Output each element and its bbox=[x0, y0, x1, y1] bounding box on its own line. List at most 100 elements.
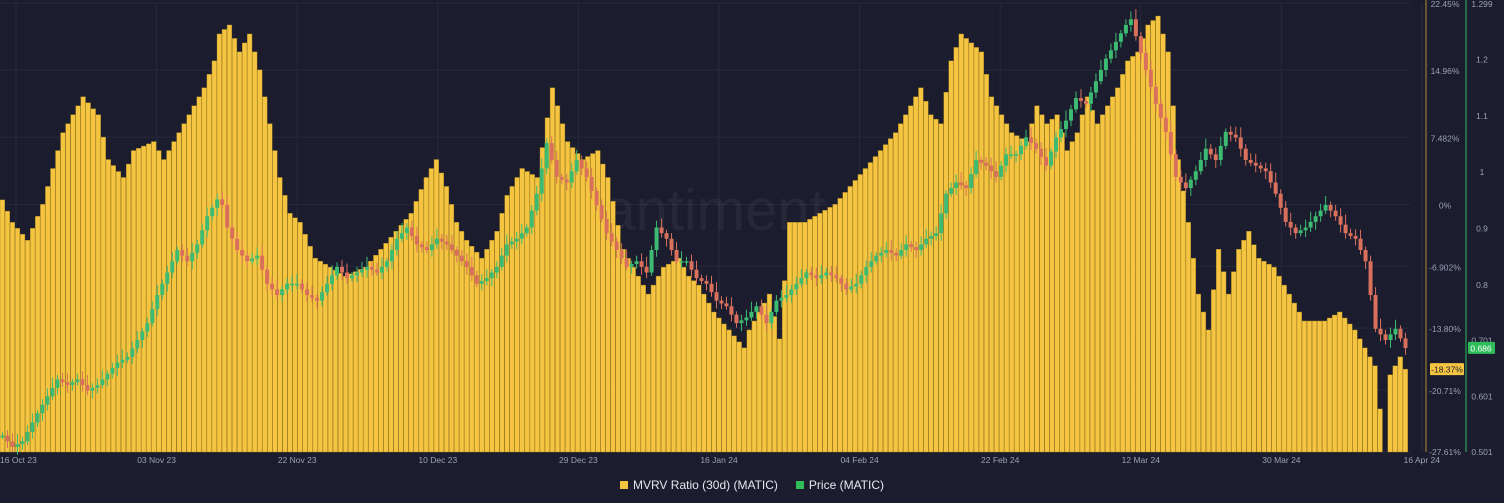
x-tick-label: 16 Oct 23 bbox=[0, 455, 37, 465]
mvrv-bar bbox=[358, 269, 364, 453]
mvrv-bar bbox=[645, 293, 651, 453]
mvrv-bar bbox=[671, 260, 677, 453]
price-candle bbox=[589, 176, 594, 191]
price-candle bbox=[130, 348, 135, 357]
price-candle bbox=[1039, 148, 1044, 158]
mvrv-bar bbox=[893, 132, 899, 453]
price-candle bbox=[769, 311, 774, 324]
price-candle bbox=[394, 238, 399, 250]
price-candle bbox=[145, 323, 150, 332]
price-candle bbox=[389, 250, 394, 262]
mvrv-bar bbox=[1125, 60, 1131, 453]
price-tick-label: 1.2 bbox=[1476, 55, 1488, 65]
mvrv-bar bbox=[514, 177, 520, 453]
mvrv-bar bbox=[80, 96, 86, 453]
mvrv-bar bbox=[14, 228, 21, 453]
mvrv-bar bbox=[802, 222, 808, 453]
mvrv-bar bbox=[1357, 338, 1363, 453]
mvrv-bar bbox=[812, 216, 818, 453]
price-candle bbox=[869, 261, 874, 267]
mvrv-bar bbox=[872, 156, 879, 453]
price-candle bbox=[479, 280, 484, 284]
mvrv-bar bbox=[287, 213, 293, 453]
price-candle bbox=[719, 300, 724, 304]
price-candle bbox=[250, 258, 255, 262]
price-candle bbox=[654, 227, 659, 251]
price-candle bbox=[1243, 148, 1248, 160]
mvrv-bar bbox=[953, 47, 959, 453]
mvrv-bar bbox=[459, 231, 465, 453]
x-tick-label: 03 Nov 23 bbox=[137, 455, 176, 465]
mvrv-bar bbox=[373, 254, 379, 453]
price-candle bbox=[964, 185, 969, 189]
price-candle bbox=[884, 250, 889, 253]
price-candle bbox=[1178, 176, 1183, 183]
price-candle bbox=[909, 244, 914, 248]
mvrv-bar bbox=[519, 168, 525, 453]
price-candle bbox=[954, 182, 959, 189]
mvrv-bar bbox=[1286, 293, 1292, 453]
legend-item-mvrv[interactable]: MVRV Ratio (30d) (MATIC) bbox=[619, 478, 778, 492]
mvrv-bar bbox=[292, 217, 298, 453]
mvrv-tick-label: 7.482% bbox=[1431, 133, 1460, 143]
price-candle bbox=[1238, 137, 1243, 149]
mvrv-bar bbox=[1110, 96, 1116, 453]
price-candle bbox=[694, 269, 699, 279]
current-price-label: 0.686 bbox=[1470, 343, 1492, 353]
price-candle bbox=[1068, 109, 1073, 121]
price-candle bbox=[1143, 53, 1148, 70]
price-candle bbox=[639, 261, 644, 267]
price-candle bbox=[230, 227, 235, 239]
mvrv-bar bbox=[50, 168, 56, 453]
mvrv-bar bbox=[40, 204, 46, 453]
mvrv-bar bbox=[1014, 135, 1020, 453]
mvrv-bar bbox=[1155, 15, 1161, 453]
mvrv-bar bbox=[615, 225, 621, 453]
mvrv-bar bbox=[75, 105, 81, 453]
mvrv-bar bbox=[524, 171, 530, 453]
mvrv-bar bbox=[100, 136, 106, 453]
legend-item-price[interactable]: Price (MATIC) bbox=[795, 478, 884, 492]
price-candle bbox=[1218, 145, 1223, 160]
price-candle bbox=[1059, 129, 1063, 138]
current-mvrv-tag bbox=[1430, 363, 1464, 376]
mvrv-bar bbox=[549, 87, 556, 453]
price-candle bbox=[1063, 120, 1068, 130]
mvrv-bar bbox=[595, 150, 601, 453]
price-candle bbox=[759, 306, 764, 315]
price-candle bbox=[519, 233, 524, 239]
price-candle bbox=[784, 295, 789, 298]
mvrv-bar bbox=[1311, 320, 1318, 453]
price-candle bbox=[894, 252, 899, 256]
price-candle bbox=[599, 204, 604, 220]
price-candle bbox=[1263, 168, 1268, 172]
price-candle bbox=[1198, 159, 1203, 172]
price-candle bbox=[919, 244, 924, 251]
price-candle bbox=[429, 244, 434, 251]
mvrv-bar bbox=[620, 249, 626, 453]
price-candle bbox=[669, 238, 674, 250]
price-candle bbox=[1009, 154, 1014, 156]
mvrv-bar bbox=[963, 38, 969, 453]
price-candle bbox=[60, 379, 65, 383]
mvrv-bar bbox=[196, 96, 202, 453]
price-candle bbox=[180, 250, 185, 256]
price-candle bbox=[989, 165, 994, 172]
price-candle bbox=[889, 250, 894, 253]
price-candle bbox=[1348, 233, 1353, 236]
price-candle bbox=[624, 258, 629, 267]
mvrv-bar bbox=[736, 341, 742, 453]
mvrv-bar bbox=[1170, 105, 1176, 453]
price-candle bbox=[1123, 24, 1128, 34]
mvrv-bar bbox=[726, 329, 732, 453]
mvrv-bar bbox=[948, 60, 954, 453]
price-candle bbox=[1403, 338, 1408, 348]
price-candle bbox=[1273, 182, 1278, 194]
mvrv-bar bbox=[105, 159, 111, 453]
price-candle bbox=[290, 283, 295, 286]
price-candle bbox=[1034, 143, 1039, 149]
price-candle bbox=[30, 422, 35, 432]
mvrv-bar bbox=[756, 311, 762, 453]
price-candle bbox=[1328, 204, 1333, 211]
